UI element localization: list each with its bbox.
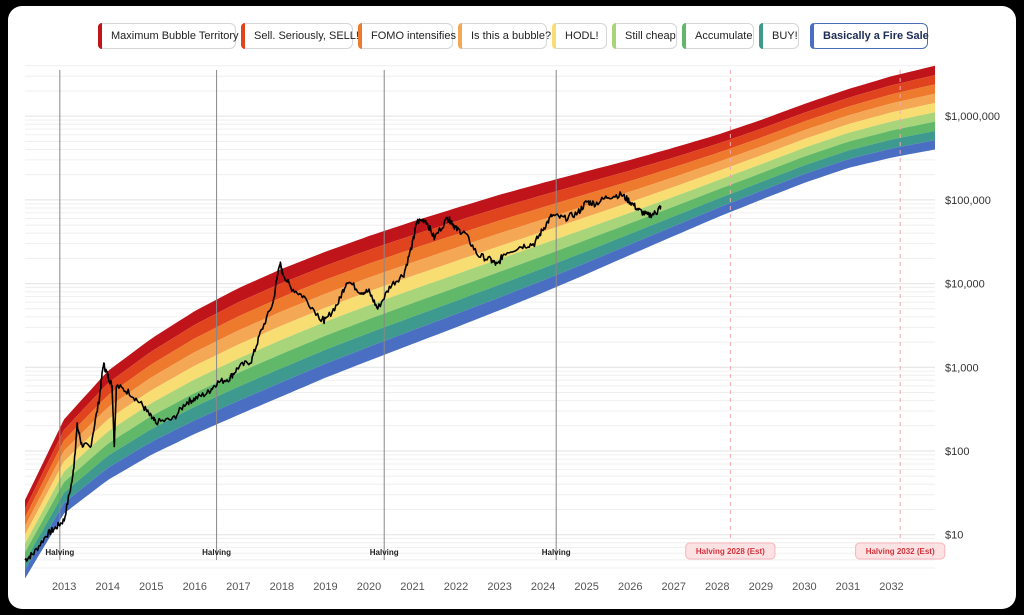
- chart-card: Maximum Bubble Territory Sell. Seriously,…: [8, 6, 1016, 609]
- price-line: [24, 191, 662, 562]
- legend-swatch: [458, 23, 462, 49]
- legend: Maximum Bubble Territory Sell. Seriously,…: [8, 23, 1016, 51]
- legend-label: BUY!: [772, 30, 798, 42]
- halving-markers: Halving Halving Halving Halving Halving 2028…: [45, 70, 946, 560]
- legend-item[interactable]: Still cheap: [612, 23, 677, 49]
- x-tick-label: 2014: [95, 581, 119, 593]
- legend-swatch: [98, 23, 102, 49]
- legend-swatch: [612, 23, 616, 49]
- legend-label: Basically a Fire Sale: [823, 30, 929, 42]
- x-tick-label: 2020: [357, 581, 381, 593]
- x-tick-label: 2023: [487, 581, 511, 593]
- x-tick-label: 2013: [52, 581, 76, 593]
- x-tick-label: 2021: [400, 581, 424, 593]
- legend-label: FOMO intensifies: [371, 30, 456, 42]
- x-tick-label: 2030: [792, 581, 816, 593]
- legend-swatch: [241, 23, 245, 49]
- legend-item[interactable]: HODL!: [552, 23, 607, 49]
- halving-badge: [685, 542, 776, 560]
- legend-label: Accumulate: [695, 30, 753, 42]
- x-axis: 2013 2014 2015 2016 2017 2018 2019 2020 2021 2022…: [52, 581, 904, 593]
- rainbow-chart: Halving Halving Halving Halving Halving 2028…: [24, 65, 1000, 593]
- y-tick-label: $10: [945, 530, 963, 542]
- y-tick-label: $1,000: [945, 362, 979, 374]
- x-tick-label: 2015: [139, 581, 163, 593]
- halving-label: Halving 2028 (Est): [696, 547, 765, 556]
- legend-swatch: [682, 23, 686, 49]
- x-tick-label: 2019: [313, 581, 337, 593]
- halving-badge: [855, 542, 946, 560]
- price-line-group: [24, 191, 662, 562]
- legend-label: Is this a bubble?: [471, 30, 552, 42]
- legend-label: Maximum Bubble Territory: [111, 30, 239, 42]
- legend-swatch: [810, 23, 814, 49]
- legend-label: Sell. Seriously, SELL!: [254, 30, 359, 42]
- x-tick-label: 2017: [226, 581, 250, 593]
- y-tick-label: $1,000,000: [945, 111, 1000, 123]
- legend-swatch: [552, 23, 556, 49]
- rainbow-bands: [25, 65, 935, 579]
- x-tick-label: 2025: [574, 581, 598, 593]
- y-tick-label: $100,000: [945, 195, 991, 207]
- legend-item[interactable]: BUY!: [759, 23, 799, 49]
- legend-item[interactable]: Basically a Fire Sale: [810, 23, 929, 49]
- y-tick-label: $100: [945, 446, 969, 458]
- y-tick-label: $10,000: [945, 279, 985, 291]
- legend-item[interactable]: FOMO intensifies: [358, 23, 456, 49]
- legend-swatch: [358, 23, 362, 49]
- halving-label: Halving: [45, 548, 74, 557]
- x-tick-label: 2029: [749, 581, 773, 593]
- x-tick-label: 2032: [879, 581, 903, 593]
- legend-label: HODL!: [565, 30, 599, 42]
- halving-label: Halving: [542, 548, 571, 557]
- legend-item[interactable]: Is this a bubble?: [458, 23, 551, 49]
- legend-item[interactable]: Sell. Seriously, SELL!: [241, 23, 359, 49]
- x-tick-label: 2026: [618, 581, 642, 593]
- x-tick-label: 2024: [531, 581, 555, 593]
- legend-item[interactable]: Accumulate: [682, 23, 754, 49]
- x-tick-label: 2016: [183, 581, 207, 593]
- y-axis: $10 $100 $1,000 $10,000 $100,000 $1,000,000: [945, 111, 1000, 542]
- legend-swatch: [759, 23, 763, 49]
- halving-label: Halving: [202, 548, 231, 557]
- x-tick-label: 2031: [836, 581, 860, 593]
- legend-label: Still cheap: [625, 30, 676, 42]
- x-tick-label: 2022: [444, 581, 468, 593]
- x-tick-label: 2027: [662, 581, 686, 593]
- halving-label: Halving 2032 (Est): [866, 547, 935, 556]
- x-tick-label: 2018: [270, 581, 294, 593]
- halving-label: Halving: [370, 548, 399, 557]
- legend-item[interactable]: Maximum Bubble Territory: [98, 23, 239, 49]
- x-tick-label: 2028: [705, 581, 729, 593]
